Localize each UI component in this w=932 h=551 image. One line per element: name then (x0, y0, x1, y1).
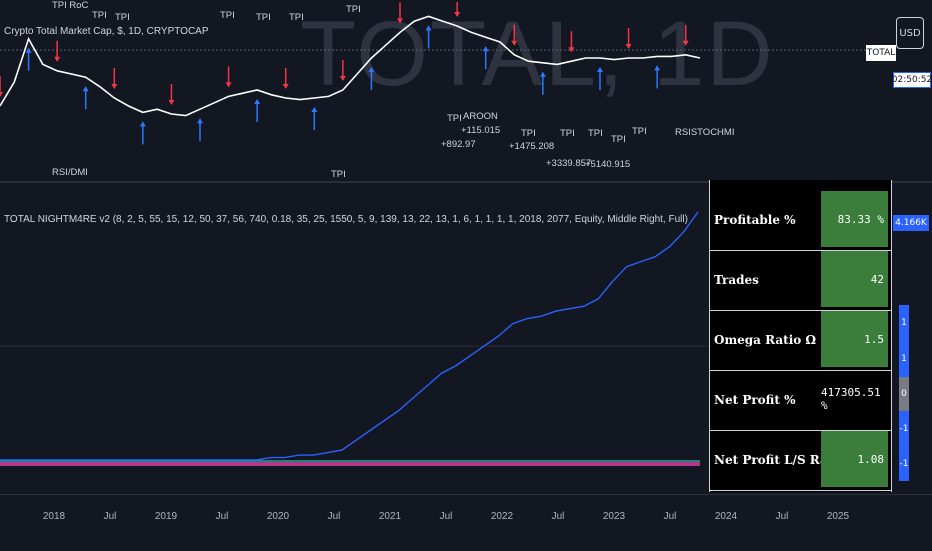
currency-button[interactable]: USD (896, 17, 924, 49)
annotation: TPI (632, 126, 647, 137)
stats-row: Omega Ratio Ω 1.5 (710, 310, 891, 371)
buy-signal-arrow (197, 118, 203, 142)
stats-row: Net Profit % 417305.51 % (710, 370, 891, 431)
stats-row: Profitable % 83.33 % (710, 190, 891, 251)
time-tick: Jul (439, 511, 453, 522)
signal-badge: 0 (899, 377, 909, 411)
annotation: TPI (289, 12, 304, 23)
stats-value: 1.08 (821, 431, 888, 487)
annotation: TPI (256, 12, 271, 23)
stats-label: Trades (714, 273, 759, 287)
sell-signal-arrow (454, 2, 461, 17)
time-axis[interactable]: 2018 Jul 2019 Jul 2020 Jul 2021 Jul 2022… (0, 494, 932, 551)
bar-countdown-label: 02:50:52 (892, 72, 932, 88)
buy-signal-arrow (139, 121, 146, 145)
buy-signal-arrow (482, 46, 489, 70)
stats-label: Net Profit L/S Ratio (714, 453, 846, 467)
buy-signal-arrow (539, 71, 546, 95)
annotation: TPI (588, 128, 603, 139)
buy-signal-arrow (254, 99, 261, 122)
stats-label: Omega Ratio Ω (714, 333, 817, 347)
stats-table: Profitable % 83.33 % Trades 42 Omega Rat… (709, 180, 892, 492)
price-chart[interactable] (0, 0, 890, 180)
annotation: TPI (447, 113, 462, 124)
stats-label: Net Profit % (714, 393, 796, 407)
annotation: RSI/DMI (52, 167, 88, 178)
sell-signal-arrow (339, 60, 346, 81)
stats-label: Profitable % (714, 213, 796, 227)
sell-signal-arrow (625, 28, 632, 49)
sell-signal-arrow (568, 31, 575, 53)
buy-signal-arrow (654, 65, 661, 89)
pane-divider[interactable] (0, 181, 932, 183)
time-tick: 2021 (378, 511, 402, 522)
time-tick: Jul (327, 511, 341, 522)
price-line (0, 15, 701, 117)
stats-value: 83.33 % (821, 191, 888, 247)
time-tick: 2018 (42, 511, 66, 522)
time-tick: Jul (663, 511, 677, 522)
time-tick: Jul (775, 511, 789, 522)
annotation: TPI (560, 128, 575, 139)
time-tick: 2025 (826, 511, 850, 522)
annotation: RSISTOCHMI (675, 127, 735, 138)
stats-row: Trades 42 (710, 250, 891, 311)
sell-signal-arrow (225, 66, 232, 88)
sell-signal-arrow (54, 40, 61, 62)
annotation: +1475.208 (509, 141, 555, 152)
sell-signal-arrow (168, 84, 175, 105)
stats-value: 1.5 (821, 311, 888, 367)
time-tick: 2020 (266, 511, 290, 522)
sell-signal-arrow (511, 24, 518, 46)
annotation: AROON (463, 111, 498, 122)
annotation: +115.015 (461, 125, 501, 136)
time-tick: 2019 (154, 511, 178, 522)
time-tick: Jul (103, 511, 117, 522)
buy-signal-arrow (368, 67, 375, 90)
annotation: TPI (220, 10, 235, 21)
equity-value-badge: 4.166K (893, 215, 929, 231)
equity-chart[interactable] (0, 184, 710, 494)
annotation: +5140.915 (585, 159, 631, 170)
time-tick: 2024 (714, 511, 738, 522)
sell-signal-arrow (111, 68, 118, 89)
equity-pane[interactable] (0, 184, 932, 494)
price-chart-pane[interactable]: TOTAL, 1D Crypto Total Market Cap, $, 1D… (0, 0, 932, 180)
stats-row: Net Profit L/S Ratio 1.08 (710, 430, 891, 491)
symbol-title: Crypto Total Market Cap, $, 1D, CRYPTOCA… (4, 26, 209, 37)
time-tick: Jul (215, 511, 229, 522)
annotation: TPI (521, 128, 536, 139)
signal-badge: -1 (899, 411, 909, 447)
annotation: TPI RoC (52, 0, 89, 11)
sell-signal-arrow (682, 24, 689, 46)
stats-value: 42 (821, 251, 888, 307)
symbol-watermark: TOTAL, 1D (300, 3, 775, 105)
annotation: TPI (331, 169, 346, 180)
study-title: TOTAL NIGHTM4RE v2 (8, 2, 5, 55, 15, 12,… (4, 214, 688, 225)
stats-value: 417305.51 % (821, 371, 888, 427)
time-tick: 2023 (602, 511, 626, 522)
annotation: TPI (92, 10, 107, 21)
signal-badge: -1 (899, 447, 909, 481)
buy-signal-arrow (25, 47, 32, 71)
buy-signal-arrow (311, 107, 318, 130)
buy-signal-arrow (425, 25, 432, 49)
sell-signal-arrow (397, 2, 403, 24)
buy-signal-arrow (597, 67, 603, 90)
time-tick: 2022 (490, 511, 514, 522)
signal-badge: 1 (899, 305, 909, 341)
buy-signal-arrow (82, 86, 89, 110)
annotation: TPI (115, 12, 130, 23)
sell-signal-arrow (282, 68, 289, 89)
signal-badge: 1 (899, 341, 909, 377)
equity-curve (0, 211, 699, 461)
last-price-label: TOTAL (866, 45, 896, 61)
time-tick: Jul (551, 511, 565, 522)
annotation: TPI (611, 134, 626, 145)
sell-signal-arrow (0, 76, 3, 97)
annotation: +3339.857 (546, 158, 592, 169)
annotation: TPI (346, 4, 361, 15)
annotation: +892.97 (441, 139, 476, 150)
